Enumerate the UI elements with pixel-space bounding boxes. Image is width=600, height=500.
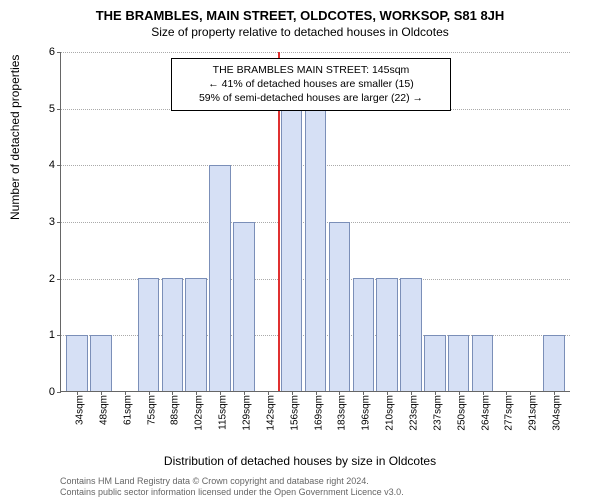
bar-slot: 75sqm xyxy=(137,52,161,391)
bar xyxy=(424,335,445,392)
x-tick-label: 75sqm xyxy=(140,391,157,425)
bar xyxy=(281,109,302,392)
chart-subtitle: Size of property relative to detached ho… xyxy=(0,23,600,39)
x-tick-label: 250sqm xyxy=(450,391,467,431)
bar xyxy=(66,335,87,392)
x-tick-label: 210sqm xyxy=(379,391,396,431)
bar xyxy=(305,109,326,392)
x-tick-label: 156sqm xyxy=(283,391,300,431)
x-tick-label: 142sqm xyxy=(259,391,276,431)
y-tick-mark xyxy=(57,392,61,393)
x-tick-label: 223sqm xyxy=(402,391,419,431)
chart-title-address: THE BRAMBLES, MAIN STREET, OLDCOTES, WOR… xyxy=(0,0,600,23)
bar xyxy=(353,278,374,391)
y-axis-label: Number of detached properties xyxy=(8,55,22,220)
bar-slot: 264sqm xyxy=(471,52,495,391)
footer-attribution: Contains HM Land Registry data © Crown c… xyxy=(60,476,404,499)
x-tick-label: 196sqm xyxy=(355,391,372,431)
x-tick-label: 277sqm xyxy=(498,391,515,431)
x-tick-label: 48sqm xyxy=(92,391,109,425)
x-axis-label: Distribution of detached houses by size … xyxy=(0,454,600,468)
plot-area: 012345634sqm48sqm61sqm75sqm88sqm102sqm11… xyxy=(60,52,570,392)
x-tick-label: 129sqm xyxy=(235,391,252,431)
x-tick-label: 183sqm xyxy=(331,391,348,431)
footer-line2: Contains public sector information licen… xyxy=(60,487,404,498)
x-tick-label: 115sqm xyxy=(212,391,229,430)
chart-container: THE BRAMBLES, MAIN STREET, OLDCOTES, WOR… xyxy=(0,0,600,500)
x-tick-label: 34sqm xyxy=(68,391,85,425)
x-tick-label: 61sqm xyxy=(116,391,133,425)
bar-slot: 304sqm xyxy=(542,52,566,391)
bar xyxy=(138,278,159,391)
x-tick-label: 169sqm xyxy=(307,391,324,431)
x-tick-label: 88sqm xyxy=(164,391,181,425)
x-tick-label: 102sqm xyxy=(188,391,205,431)
bar xyxy=(233,222,254,392)
bar xyxy=(185,278,206,391)
bar xyxy=(472,335,493,392)
bar-slot: 48sqm xyxy=(89,52,113,391)
bar xyxy=(329,222,350,392)
bar-slot: 61sqm xyxy=(113,52,137,391)
annotation-line: ← 41% of detached houses are smaller (15… xyxy=(180,77,442,91)
bar xyxy=(209,165,230,391)
bar-slot: 277sqm xyxy=(494,52,518,391)
annotation-line: THE BRAMBLES MAIN STREET: 145sqm xyxy=(180,63,442,77)
bar xyxy=(543,335,564,392)
x-tick-label: 304sqm xyxy=(546,391,563,431)
x-tick-label: 264sqm xyxy=(474,391,491,431)
x-tick-label: 237sqm xyxy=(426,391,443,431)
bar xyxy=(448,335,469,392)
bar-slot: 291sqm xyxy=(518,52,542,391)
bar xyxy=(400,278,421,391)
bar xyxy=(162,278,183,391)
bar xyxy=(376,278,397,391)
bar-slot: 34sqm xyxy=(65,52,89,391)
x-tick-label: 291sqm xyxy=(522,391,539,431)
footer-line1: Contains HM Land Registry data © Crown c… xyxy=(60,476,404,487)
annotation-line: 59% of semi-detached houses are larger (… xyxy=(180,91,442,105)
bar xyxy=(90,335,111,392)
annotation-box: THE BRAMBLES MAIN STREET: 145sqm← 41% of… xyxy=(171,58,451,111)
